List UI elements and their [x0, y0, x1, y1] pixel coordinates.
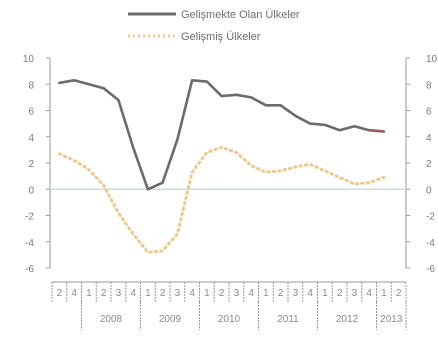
x-quarter-label: 3	[234, 288, 240, 299]
x-quarter-label: 1	[204, 288, 210, 299]
right-y-tick-label: -6	[426, 264, 435, 275]
axes: 10 10 8 8 6 6 4 4 2 2 0 0 -2 -2 -4 -4 -6 -6	[23, 54, 438, 275]
x-year-label: 2013	[380, 314, 403, 325]
x-quarter-label: 2	[278, 288, 284, 299]
series-line-emerging	[58, 79, 386, 191]
x-quarter-label: 2	[219, 288, 225, 299]
x-quarter-label: 3	[175, 288, 181, 299]
right-y-tick-label: 6	[426, 107, 432, 118]
x-year-label: 2010	[218, 314, 241, 325]
left-y-tick-label: -6	[25, 264, 34, 275]
left-y-tick-label: 10	[23, 54, 35, 65]
x-quarter-label: 1	[322, 288, 328, 299]
x-quarter-label: 4	[248, 288, 254, 299]
series-last-segment-emerging	[368, 128, 385, 133]
left-y-tick-label: -2	[25, 212, 34, 223]
x-quarter-label: 1	[145, 288, 151, 299]
right-y-tick-label: 2	[426, 159, 432, 170]
x-quarter-label: 2	[337, 288, 343, 299]
left-y-tick-label: 4	[28, 133, 34, 144]
right-y-tick-label: -2	[426, 212, 435, 223]
right-y-tick-label: 0	[426, 185, 432, 196]
legend-label-emerging: Gelişmekte Olan Ülkeler	[181, 9, 300, 21]
right-y-tick-label: -4	[426, 238, 435, 249]
x-quarter-label: 4	[307, 288, 313, 299]
left-y-tick-label: 0	[28, 185, 34, 196]
x-quarter-label: 1	[86, 288, 92, 299]
x-quarter-label: 4	[71, 288, 77, 299]
left-y-tick-label: 8	[28, 80, 34, 91]
legend-label-advanced: Gelişmiş Ülkeler	[181, 31, 261, 43]
x-quarter-label: 4	[366, 288, 372, 299]
series-layer	[57, 79, 386, 254]
right-y-tick-label: 10	[426, 54, 438, 65]
x-quarter-label: 3	[352, 288, 358, 299]
x-year-label: 2008	[100, 314, 123, 325]
right-y-tick-label: 4	[426, 133, 432, 144]
x-quarter-label: 3	[116, 288, 122, 299]
x-quarter-label: 4	[189, 288, 195, 299]
x-quarter-label: 3	[293, 288, 299, 299]
x-quarter-label: 4	[130, 288, 136, 299]
x-year-label: 2009	[159, 314, 182, 325]
series-line-advanced	[57, 145, 386, 254]
x-quarter-label: 1	[381, 288, 387, 299]
right-y-tick-label: 8	[426, 80, 432, 91]
x-quarter-label: 2	[160, 288, 166, 299]
left-y-tick-label: 6	[28, 107, 34, 118]
x-year-label: 2012	[336, 314, 359, 325]
x-year-label: 2011	[277, 314, 299, 325]
x-quarter-label: 1	[263, 288, 269, 299]
x-quarter-label: 2	[57, 288, 63, 299]
left-y-tick-label: -4	[25, 238, 34, 249]
x-quarter-label: 2	[101, 288, 107, 299]
x-quarter-label: 2	[396, 288, 402, 299]
left-y-tick-label: 2	[28, 159, 34, 170]
legend: Gelişmekte Olan Ülkeler Gelişmiş Ülkeler	[128, 9, 300, 43]
